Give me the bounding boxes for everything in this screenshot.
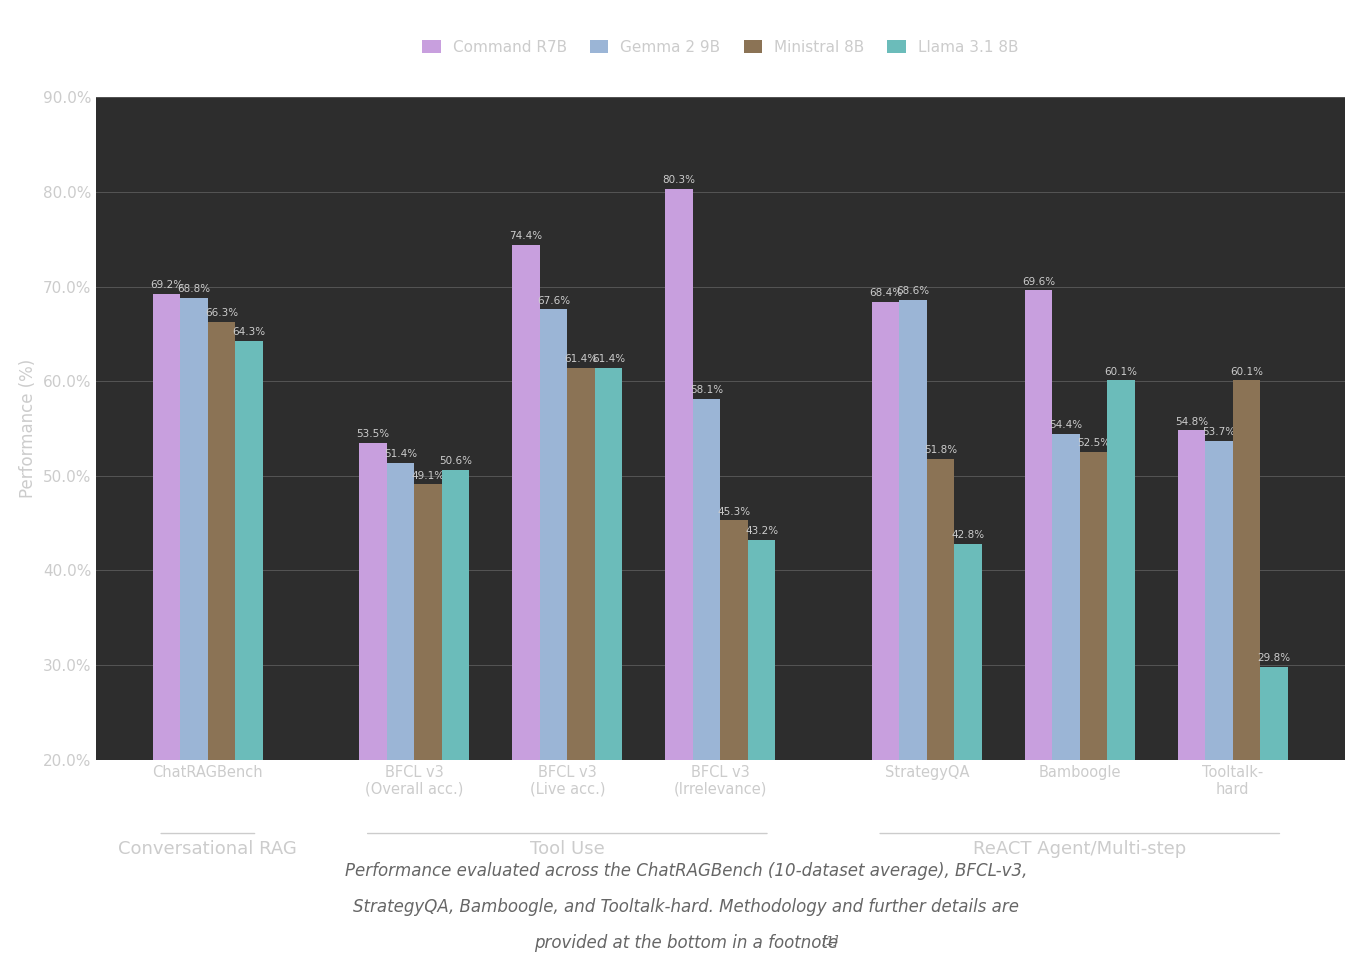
- Bar: [539, 310, 568, 949]
- Text: 43.2%: 43.2%: [745, 526, 778, 537]
- Bar: [693, 399, 720, 949]
- Text: 53.7%: 53.7%: [1202, 427, 1236, 437]
- Bar: [955, 544, 982, 949]
- Bar: [152, 294, 180, 949]
- Bar: [512, 245, 539, 949]
- Text: 64.3%: 64.3%: [233, 327, 266, 337]
- Text: ReACT Agent/Multi-step: ReACT Agent/Multi-step: [973, 841, 1187, 858]
- Bar: [595, 368, 623, 949]
- Text: 74.4%: 74.4%: [509, 231, 542, 242]
- Bar: [442, 470, 469, 949]
- Bar: [871, 302, 899, 949]
- Y-axis label: Performance (%): Performance (%): [19, 359, 37, 498]
- Text: Performance evaluated across the ChatRAGBench (10-dataset average), BFCL-v3,: Performance evaluated across the ChatRAG…: [344, 862, 1028, 880]
- Text: 60.1%: 60.1%: [1104, 366, 1137, 377]
- Text: 50.6%: 50.6%: [439, 457, 472, 467]
- Text: 69.2%: 69.2%: [150, 281, 182, 290]
- Text: 54.4%: 54.4%: [1050, 421, 1083, 431]
- Bar: [180, 298, 209, 949]
- Bar: [359, 443, 387, 949]
- Text: 60.1%: 60.1%: [1231, 366, 1264, 377]
- Text: 67.6%: 67.6%: [536, 295, 571, 306]
- Text: 66.3%: 66.3%: [204, 308, 239, 318]
- Text: 68.8%: 68.8%: [177, 284, 211, 294]
- Text: 53.5%: 53.5%: [357, 429, 390, 439]
- Text: 80.3%: 80.3%: [663, 175, 696, 185]
- Bar: [1107, 380, 1135, 949]
- Bar: [720, 520, 748, 949]
- Bar: [568, 368, 595, 949]
- Text: 58.1%: 58.1%: [690, 386, 723, 395]
- Bar: [414, 484, 442, 949]
- Text: 69.6%: 69.6%: [1022, 277, 1055, 286]
- Bar: [927, 459, 955, 949]
- Bar: [899, 300, 927, 949]
- Text: 61.4%: 61.4%: [564, 355, 598, 364]
- Text: 49.1%: 49.1%: [412, 470, 445, 480]
- Bar: [1205, 441, 1232, 949]
- Text: [1]: [1]: [822, 934, 838, 947]
- Legend: Command R7B, Gemma 2 9B, Ministral 8B, Llama 3.1 8B: Command R7B, Gemma 2 9B, Ministral 8B, L…: [414, 32, 1026, 62]
- Bar: [1177, 431, 1205, 949]
- Text: 68.6%: 68.6%: [896, 286, 930, 296]
- Bar: [1052, 434, 1080, 949]
- Text: 61.4%: 61.4%: [593, 355, 626, 364]
- Text: 52.5%: 52.5%: [1077, 438, 1110, 448]
- Text: 54.8%: 54.8%: [1174, 417, 1207, 427]
- Bar: [748, 541, 775, 949]
- Bar: [236, 341, 263, 949]
- Text: Tool Use: Tool Use: [530, 841, 605, 858]
- Text: 51.8%: 51.8%: [923, 445, 958, 455]
- Bar: [209, 321, 236, 949]
- Bar: [1080, 452, 1107, 949]
- Bar: [1232, 380, 1261, 949]
- Text: 29.8%: 29.8%: [1258, 654, 1291, 663]
- Bar: [387, 463, 414, 949]
- Text: provided at the bottom in a footnote: provided at the bottom in a footnote: [534, 934, 838, 952]
- Bar: [1025, 290, 1052, 949]
- Text: 42.8%: 42.8%: [952, 530, 985, 541]
- Bar: [665, 189, 693, 949]
- Text: Conversational RAG: Conversational RAG: [118, 841, 298, 858]
- Text: 68.4%: 68.4%: [868, 288, 901, 298]
- Text: 45.3%: 45.3%: [718, 506, 750, 516]
- Bar: [1261, 667, 1288, 949]
- Text: 51.4%: 51.4%: [384, 449, 417, 459]
- Text: StrategyQA, Bamboogle, and Tooltalk-hard. Methodology and further details are: StrategyQA, Bamboogle, and Tooltalk-hard…: [353, 898, 1019, 916]
